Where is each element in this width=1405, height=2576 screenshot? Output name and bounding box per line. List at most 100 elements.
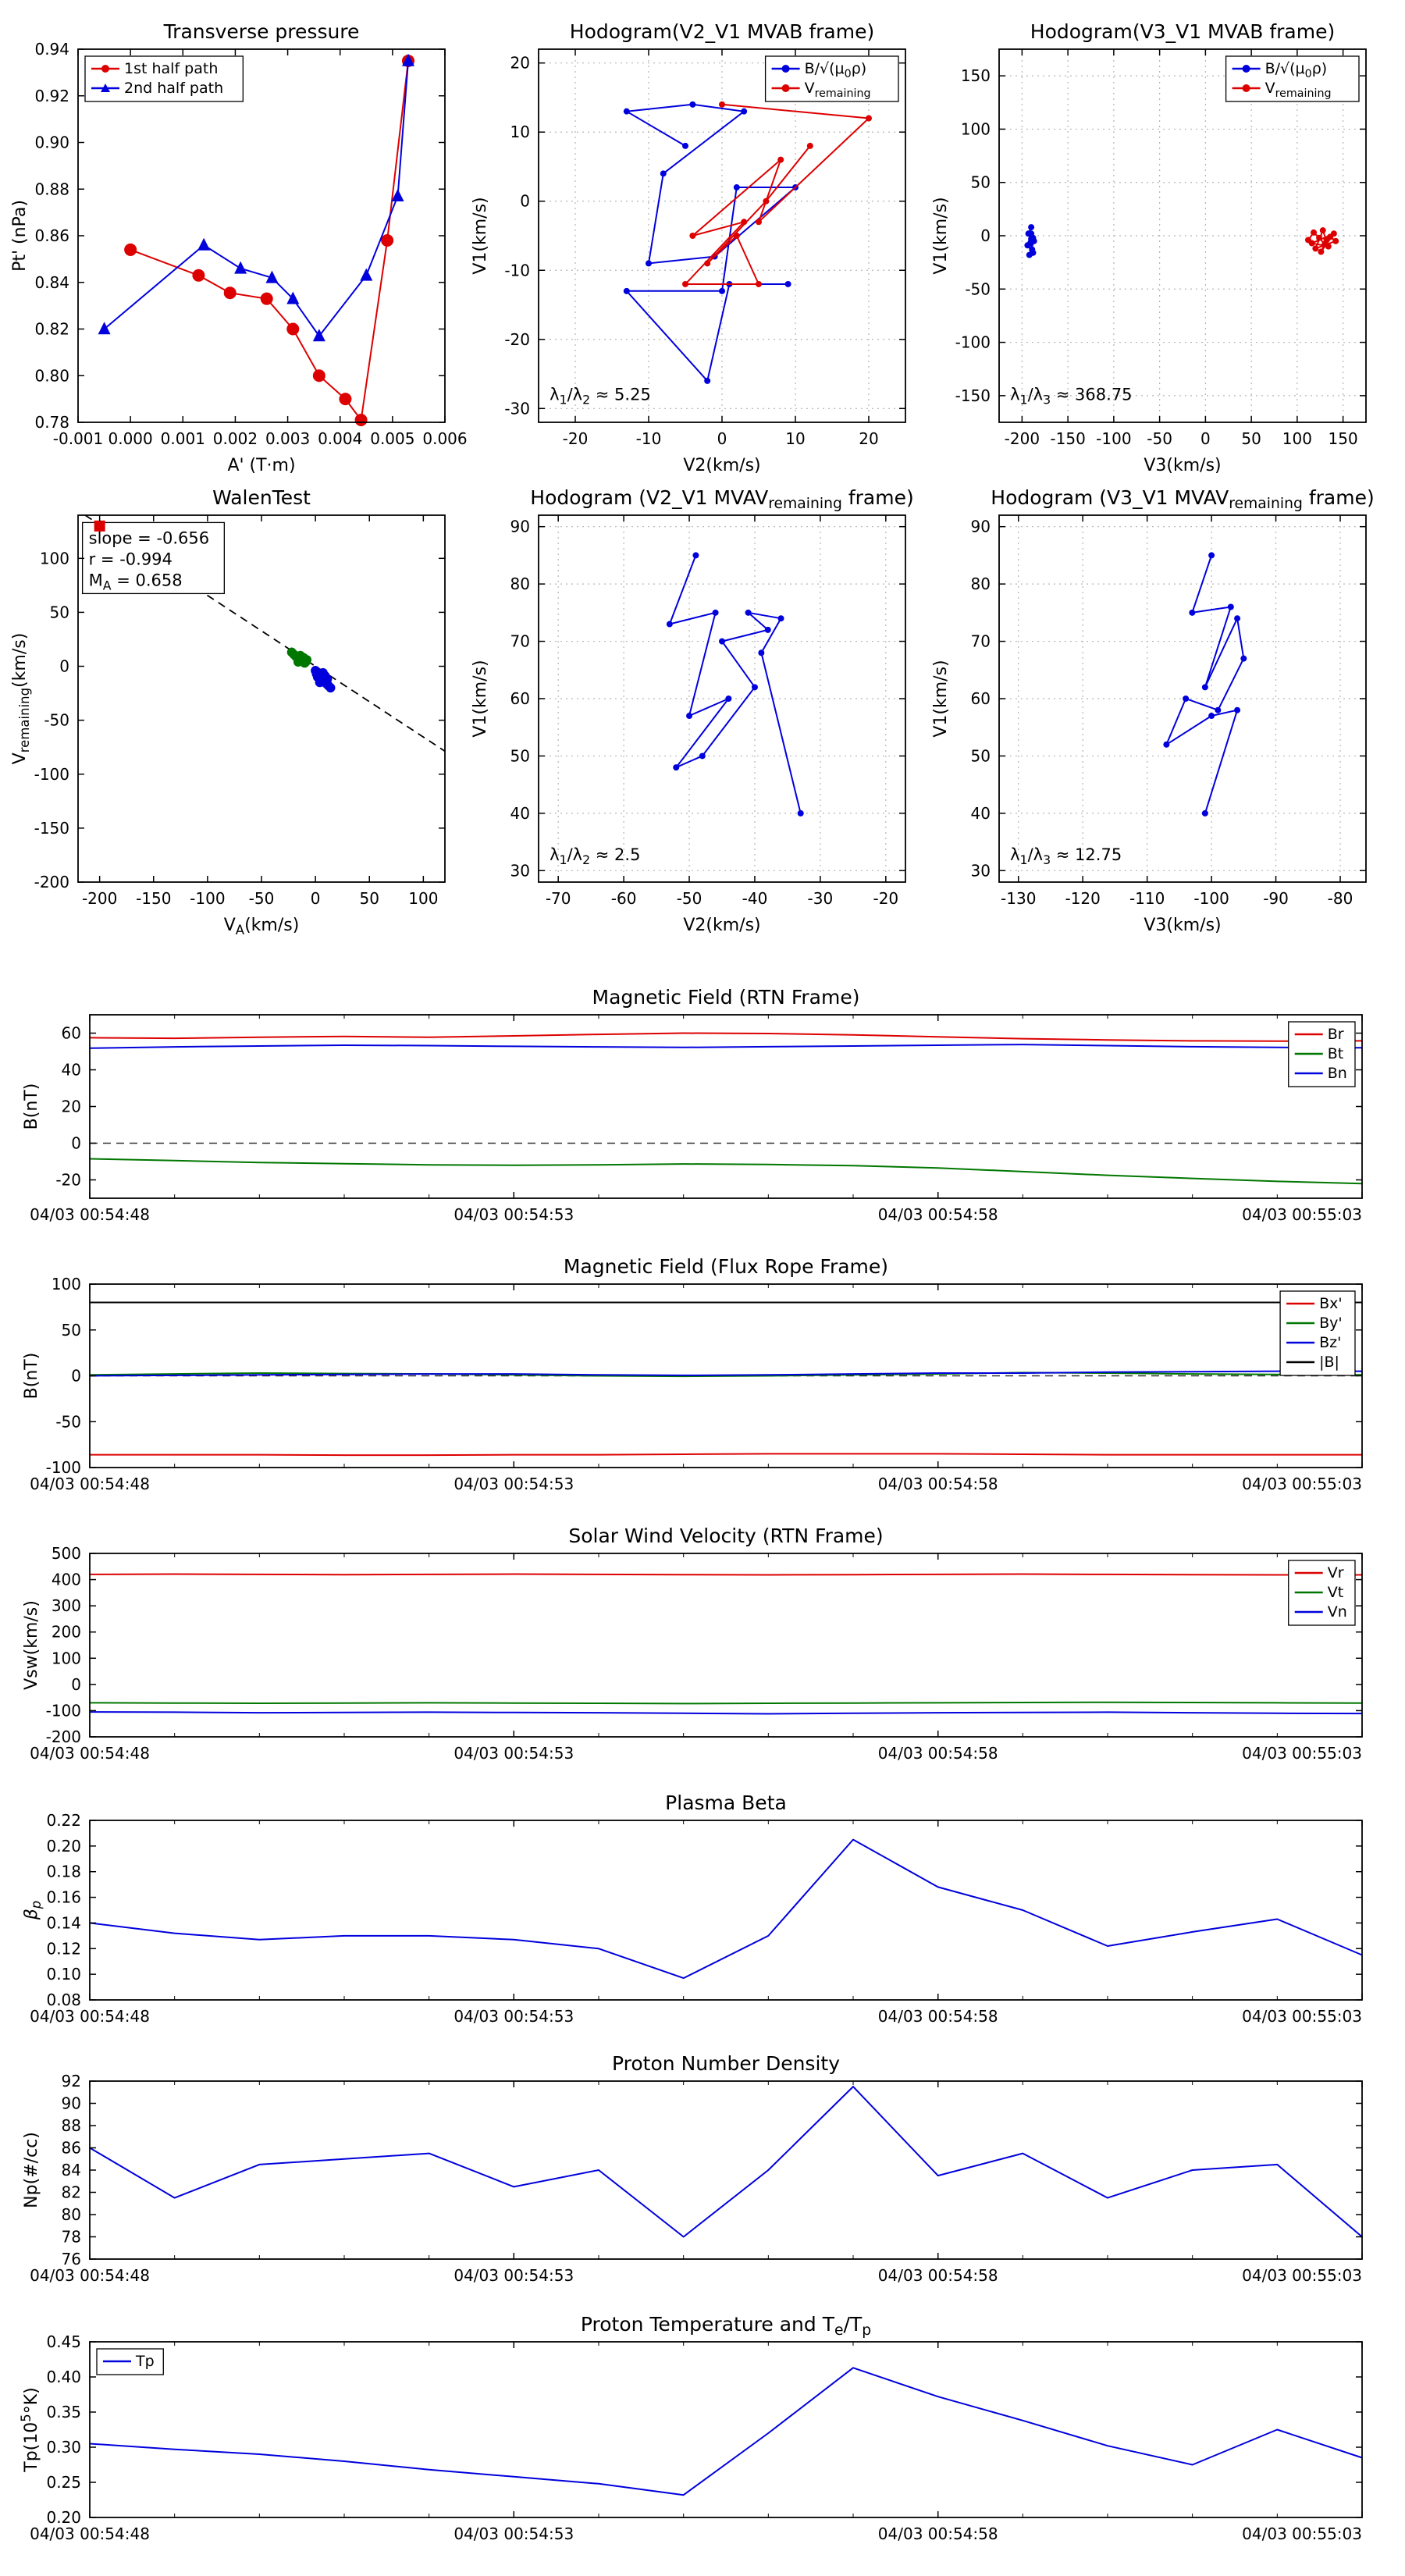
chart-hodogram-v3v1-mvab: -200 -150 -100 -50 0 50 100 150 -150 -100 -50 0 50 10… xyxy=(931,20,1367,475)
svg-text:0: 0 xyxy=(71,1134,81,1153)
svg-text:0.20: 0.20 xyxy=(46,1837,81,1856)
svg-text:Proton Number Density: Proton Number Density xyxy=(612,2052,840,2075)
svg-text:60: 60 xyxy=(510,689,530,708)
svg-text:-150: -150 xyxy=(955,386,991,405)
svg-text:VA(km/s): VA(km/s) xyxy=(224,916,300,938)
svg-text:V2(km/s): V2(km/s) xyxy=(683,456,760,475)
svg-text:Br: Br xyxy=(1328,1026,1344,1043)
svg-text:80: 80 xyxy=(62,2205,81,2224)
svg-text:86: 86 xyxy=(62,2139,81,2158)
svg-text:90: 90 xyxy=(971,518,991,536)
svg-text:-30: -30 xyxy=(808,889,834,908)
svg-text:-40: -40 xyxy=(742,889,768,908)
svg-text:-100: -100 xyxy=(46,1701,81,1720)
svg-text:0.000: 0.000 xyxy=(108,429,153,448)
svg-text:MA = 0.658: MA = 0.658 xyxy=(89,571,183,592)
svg-text:04/03 00:55:03: 04/03 00:55:03 xyxy=(1242,2266,1362,2285)
svg-text:20: 20 xyxy=(510,54,530,73)
svg-text:04/03 00:54:53: 04/03 00:54:53 xyxy=(454,1475,574,1493)
svg-text:0.35: 0.35 xyxy=(46,2403,81,2421)
svg-text:βp: βp xyxy=(22,1901,44,1921)
svg-text:Hodogram (V3_V1 MVAVremaining: Hodogram (V3_V1 MVAVremaining frame) xyxy=(991,486,1374,512)
svg-text:Vn: Vn xyxy=(1328,1603,1347,1621)
svg-text:-100: -100 xyxy=(190,889,225,908)
svg-text:-200: -200 xyxy=(46,1727,81,1746)
svg-text:0: 0 xyxy=(311,889,321,908)
svg-text:Proton Temperature and Te/Tp: Proton Temperature and Te/Tp xyxy=(581,2313,871,2339)
chart-solar-wind-velocity: 04/03 00:54:48 04/03 00:54:53 04/03 00:54:… xyxy=(22,1525,1363,1763)
svg-text:-30: -30 xyxy=(504,399,530,418)
svg-text:0.40: 0.40 xyxy=(46,2368,81,2386)
svg-text:-50: -50 xyxy=(249,889,275,908)
svg-text:0.004: 0.004 xyxy=(318,429,362,448)
svg-text:10: 10 xyxy=(510,123,530,141)
svg-text:Tp(105°K): Tp(105°K) xyxy=(19,2387,41,2473)
chart-hodogram-v3v1-mvav: -130 -120 -110 -100 -90 -80 30 40 50 60 70 80 90 Hodo… xyxy=(931,486,1375,935)
svg-text:30: 30 xyxy=(510,861,530,880)
svg-text:Vremaining: Vremaining xyxy=(1265,80,1332,100)
svg-text:0.78: 0.78 xyxy=(34,413,69,432)
svg-text:-100: -100 xyxy=(46,1458,81,1477)
chart-proton-temperature: 04/03 00:54:48 04/03 00:54:53 04/03 00:54:… xyxy=(19,2313,1363,2543)
svg-text:-100: -100 xyxy=(34,765,69,784)
svg-text:0.005: 0.005 xyxy=(370,429,414,448)
svg-text:10: 10 xyxy=(785,429,805,448)
svg-text:76: 76 xyxy=(62,2250,81,2268)
svg-text:0.86: 0.86 xyxy=(34,226,69,245)
chart-hodogram-v2v1-mvab: -20 -10 0 10 20 -30 -20 -10 0 10 20 Hodogram(V2_V1 … xyxy=(471,20,906,475)
svg-text:80: 80 xyxy=(971,575,991,593)
svg-text:92: 92 xyxy=(62,2072,81,2090)
chart-proton-number-density: 04/03 00:54:48 04/03 00:54:53 04/03 00:54:… xyxy=(22,2052,1363,2285)
svg-text:40: 40 xyxy=(62,1061,81,1080)
svg-text:04/03 00:54:53: 04/03 00:54:53 xyxy=(454,1205,574,1224)
svg-text:Bz': Bz' xyxy=(1319,1334,1341,1351)
svg-text:100: 100 xyxy=(961,119,991,138)
svg-text:50: 50 xyxy=(510,746,530,765)
svg-text:04/03 00:55:03: 04/03 00:55:03 xyxy=(1242,1205,1362,1224)
svg-text:0.006: 0.006 xyxy=(422,429,467,448)
svg-text:0.08: 0.08 xyxy=(46,1991,81,2009)
svg-text:0: 0 xyxy=(980,226,991,245)
svg-text:200: 200 xyxy=(52,1623,81,1642)
svg-text:V1(km/s): V1(km/s) xyxy=(471,660,490,737)
svg-text:150: 150 xyxy=(961,66,991,85)
svg-text:-120: -120 xyxy=(1065,889,1100,908)
svg-text:50: 50 xyxy=(1241,429,1261,448)
svg-text:slope = -0.656: slope = -0.656 xyxy=(89,528,210,547)
svg-text:λ1/λ2 ≈ 5.25: λ1/λ2 ≈ 5.25 xyxy=(550,385,651,407)
svg-text:A' (T·m): A' (T·m) xyxy=(227,456,295,475)
svg-text:-60: -60 xyxy=(611,889,637,908)
svg-text:100: 100 xyxy=(408,889,438,908)
svg-text:Hodogram (V2_V1 MVAVremaining: Hodogram (V2_V1 MVAVremaining frame) xyxy=(530,486,913,512)
svg-text:V2(km/s): V2(km/s) xyxy=(683,916,760,935)
svg-text:1st half path: 1st half path xyxy=(124,60,218,77)
svg-text:0.16: 0.16 xyxy=(46,1888,81,1907)
svg-text:100: 100 xyxy=(52,1275,81,1293)
svg-text:04/03 00:54:48: 04/03 00:54:48 xyxy=(30,1475,150,1493)
svg-text:-0.001: -0.001 xyxy=(53,429,103,448)
svg-text:0.94: 0.94 xyxy=(34,40,69,59)
chart-walen-test: slope = -0.656 r = -0.994 MA = 0.658 -200 -1… xyxy=(10,486,446,938)
svg-text:Transverse pressure: Transverse pressure xyxy=(163,20,360,43)
svg-text:50: 50 xyxy=(50,603,69,621)
svg-text:80: 80 xyxy=(510,575,530,593)
svg-text:04/03 00:55:03: 04/03 00:55:03 xyxy=(1242,2524,1362,2543)
svg-text:04/03 00:54:58: 04/03 00:54:58 xyxy=(878,1205,998,1224)
svg-text:0.25: 0.25 xyxy=(46,2473,81,2492)
svg-text:0.10: 0.10 xyxy=(46,1965,81,1984)
svg-text:|B|: |B| xyxy=(1319,1354,1339,1371)
svg-text:0.82: 0.82 xyxy=(34,320,69,339)
svg-text:0.22: 0.22 xyxy=(46,1811,81,1830)
svg-text:-10: -10 xyxy=(504,261,530,279)
svg-text:04/03 00:54:48: 04/03 00:54:48 xyxy=(30,2007,150,2026)
svg-text:04/03 00:54:53: 04/03 00:54:53 xyxy=(454,1744,574,1763)
svg-text:500: 500 xyxy=(52,1544,81,1563)
svg-text:04/03 00:55:03: 04/03 00:55:03 xyxy=(1242,2007,1362,2026)
svg-text:V1(km/s): V1(km/s) xyxy=(931,660,951,737)
svg-text:0: 0 xyxy=(71,1367,81,1386)
svg-text:-20: -20 xyxy=(563,429,589,448)
svg-text:V1(km/s): V1(km/s) xyxy=(471,197,490,274)
svg-text:0.88: 0.88 xyxy=(34,180,69,198)
svg-text:50: 50 xyxy=(971,746,991,765)
svg-text:-50: -50 xyxy=(1147,429,1172,448)
